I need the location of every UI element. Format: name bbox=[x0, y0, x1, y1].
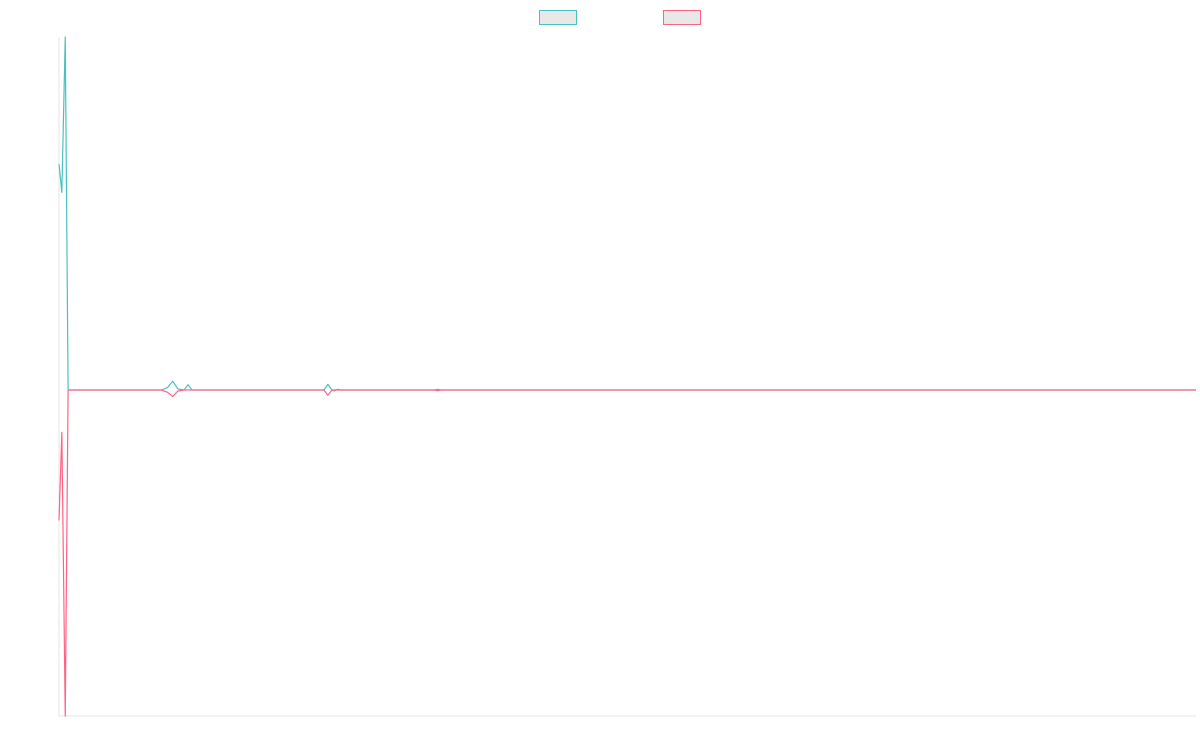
legend-swatch-2[interactable] bbox=[663, 10, 701, 25]
series-line-2 bbox=[58, 389, 1196, 717]
series-line-1 bbox=[58, 36, 1196, 392]
legend-swatch-1[interactable] bbox=[539, 10, 577, 25]
series-layer bbox=[58, 36, 1196, 717]
